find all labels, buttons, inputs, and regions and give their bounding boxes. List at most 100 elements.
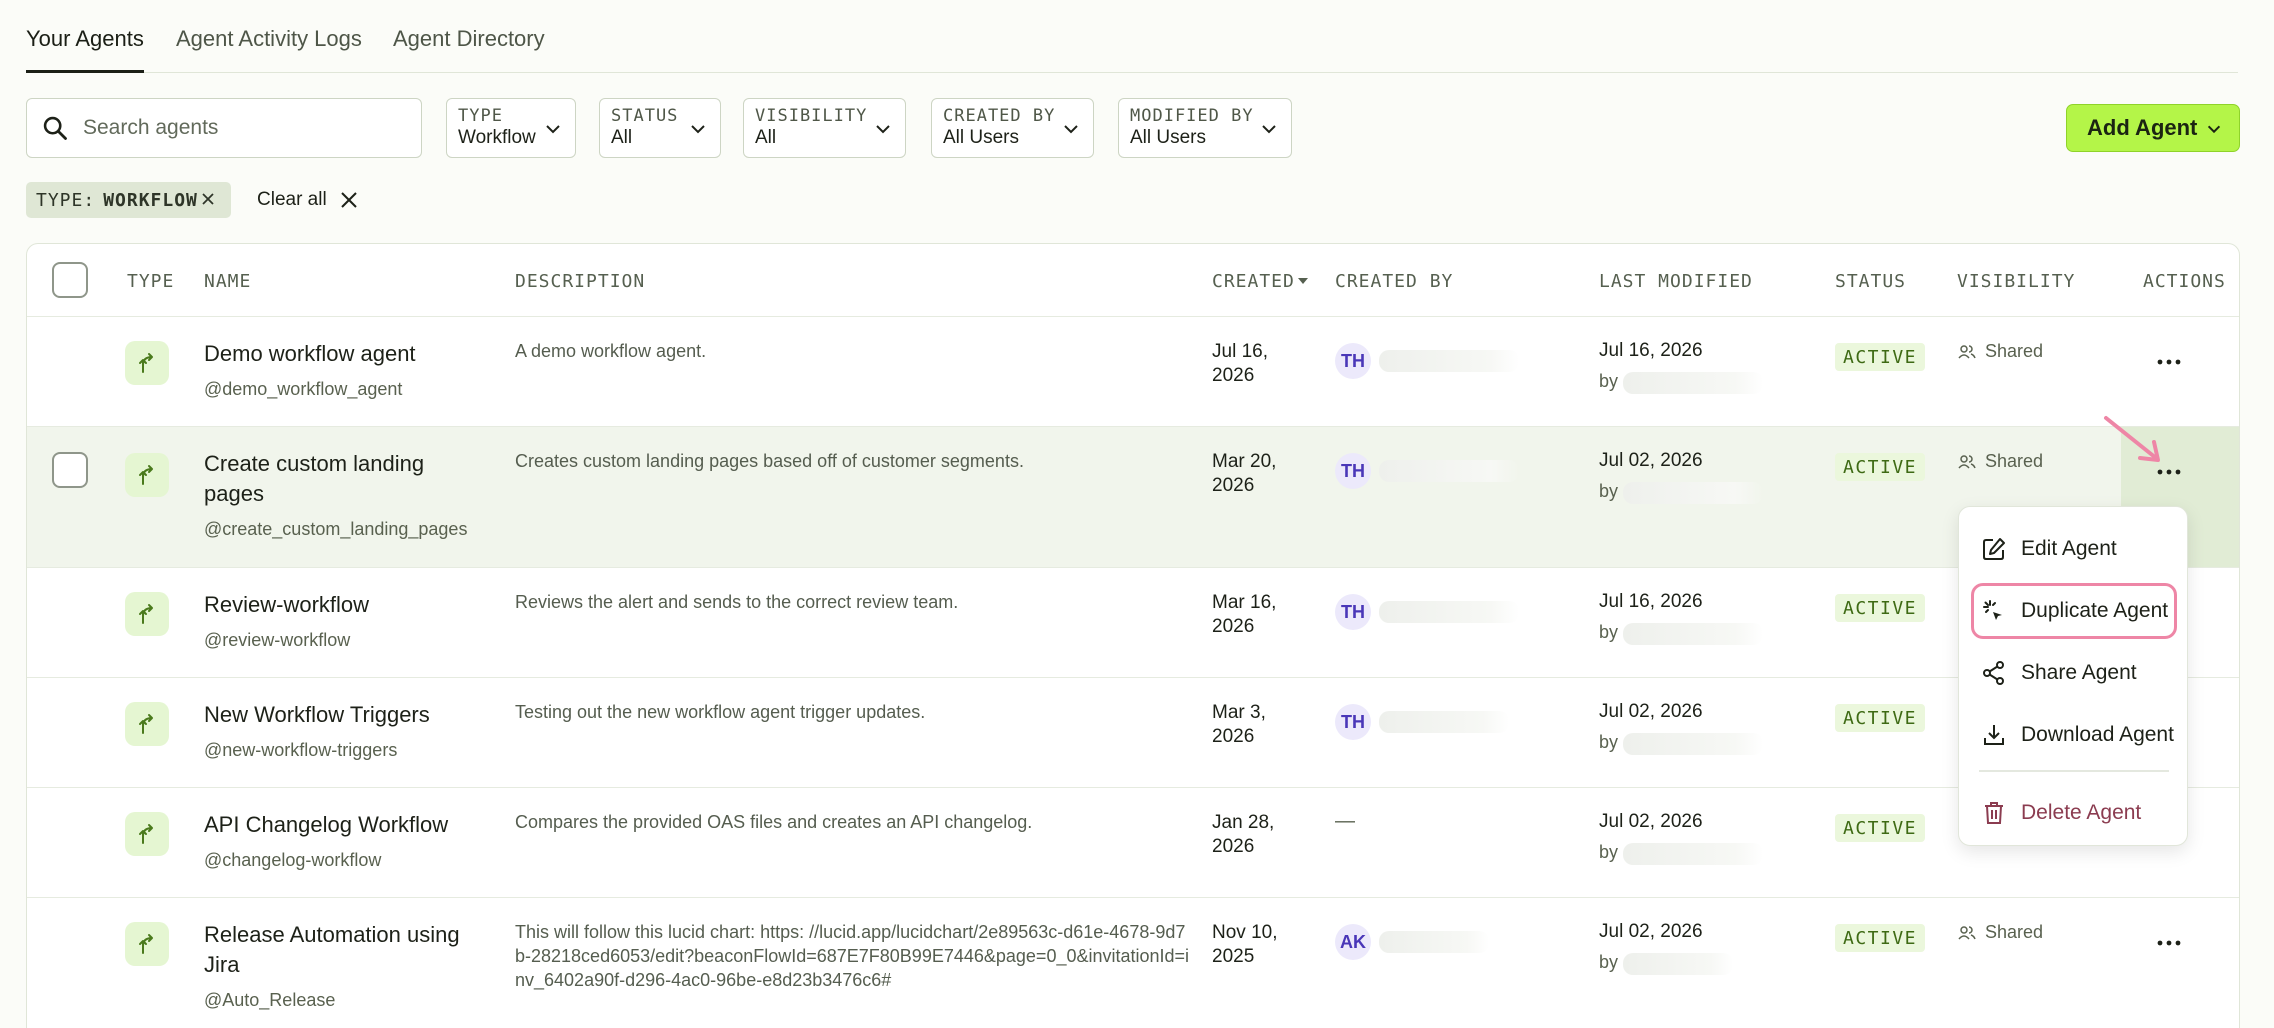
search-box[interactable]	[26, 98, 422, 158]
agent-name[interactable]: Demo workflow agent	[204, 341, 416, 366]
close-icon[interactable]	[201, 192, 215, 206]
menu-share-agent[interactable]: Share Agent	[1971, 645, 2177, 701]
filter-created-by[interactable]: CREATED BY All Users	[931, 98, 1094, 158]
tab-bar: Your Agents Agent Activity Logs Agent Di…	[26, 0, 2238, 73]
tab-agent-directory[interactable]: Agent Directory	[393, 26, 545, 51]
add-agent-label: Add Agent	[2087, 115, 2198, 140]
redacted-name	[1623, 843, 1763, 865]
modified-date: Jul 02, 2026	[1599, 450, 1703, 471]
users-icon	[1958, 925, 1976, 940]
edit-icon	[1983, 538, 2005, 560]
created-year: 2026	[1212, 475, 1255, 496]
redacted-name	[1623, 372, 1763, 394]
tab-your-agents[interactable]: Your Agents	[26, 26, 144, 73]
more-actions-button[interactable]	[2147, 457, 2191, 487]
filter-modified-by[interactable]: MODIFIED BY All Users	[1118, 98, 1292, 158]
created-month-day: Nov 10,	[1212, 922, 1278, 943]
table-row[interactable]: Review-workflow @review-workflow Reviews…	[27, 568, 2239, 678]
created-month-day: Mar 16,	[1212, 592, 1277, 613]
filter-type-label: TYPE	[458, 106, 503, 126]
avatar: AK	[1335, 924, 1371, 960]
close-icon	[340, 192, 357, 208]
agent-description: A demo workflow agent.	[515, 341, 707, 361]
filter-status[interactable]: STATUS All	[599, 98, 721, 158]
redacted-name	[1379, 711, 1509, 733]
menu-edit-agent[interactable]: Edit Agent	[1971, 521, 2177, 577]
visibility-label: Shared	[1985, 451, 2044, 471]
tab-agent-activity-logs[interactable]: Agent Activity Logs	[176, 26, 362, 51]
header-visibility: VISIBILITY	[1957, 271, 2076, 292]
header-last-modified[interactable]: LAST MODIFIED	[1599, 271, 1753, 292]
agent-name[interactable]: API Changelog Workflow	[204, 812, 449, 837]
search-input[interactable]	[83, 116, 403, 140]
more-actions-button[interactable]	[2147, 347, 2191, 377]
created-month-day: Jan 28,	[1212, 812, 1275, 833]
created-month-day: Mar 3,	[1212, 702, 1266, 723]
workflow-icon	[125, 453, 169, 497]
chevron-down-icon	[546, 125, 560, 134]
filter-visibility-value: All	[755, 127, 777, 148]
header-type: TYPE	[127, 271, 175, 292]
agent-name[interactable]: New Workflow Triggers	[204, 702, 430, 727]
menu-edit-agent-label: Edit Agent	[2021, 537, 2117, 560]
agent-name[interactable]: Create custom landing pages	[204, 451, 425, 506]
more-actions-button[interactable]	[2147, 928, 2191, 958]
agent-name[interactable]: Release Automation using Jira	[204, 922, 460, 977]
select-all-checkbox[interactable]	[52, 262, 88, 298]
agent-description: Reviews the alert and sends to the corre…	[515, 592, 959, 612]
chevron-down-icon	[2207, 125, 2221, 134]
menu-share-agent-label: Share Agent	[2021, 661, 2137, 684]
workflow-icon	[125, 341, 169, 385]
redacted-name	[1379, 931, 1489, 953]
agent-actions-menu: Edit Agent Duplicate Agent Share Agent D…	[1958, 506, 2188, 846]
chevron-down-icon	[1262, 125, 1276, 134]
visibility-label: Shared	[1985, 922, 2044, 942]
created-date: Mar 20, 2026	[1212, 450, 1276, 498]
download-icon	[1984, 725, 2004, 745]
menu-delete-agent-label: Delete Agent	[2021, 801, 2142, 824]
trash-icon	[1985, 802, 2003, 824]
users-icon	[1958, 344, 1976, 359]
filter-created-by-label: CREATED BY	[943, 106, 1056, 126]
created-date: Jan 28, 2026	[1212, 811, 1274, 859]
table-row[interactable]: Demo workflow agent @demo_workflow_agent…	[27, 317, 2239, 427]
table-row[interactable]: Release Automation using Jira @Auto_Rele…	[27, 898, 2239, 1028]
row-checkbox[interactable]	[52, 452, 88, 488]
visibility: Shared	[1957, 341, 2043, 362]
status-badge: ACTIVE	[1835, 704, 1926, 732]
active-filter-chip: TYPE: WORKFLOW	[26, 182, 231, 218]
agent-name[interactable]: Review-workflow	[204, 592, 370, 617]
chevron-down-icon	[691, 125, 705, 134]
filter-modified-by-value: All Users	[1130, 127, 1207, 148]
header-name[interactable]: NAME	[204, 271, 252, 292]
add-agent-button[interactable]: Add Agent	[2066, 104, 2240, 152]
filter-status-label: STATUS	[611, 106, 679, 126]
table-header: TYPE NAME DESCRIPTION CREATED CREATED BY…	[27, 244, 2239, 317]
clear-all-button[interactable]: Clear all	[257, 182, 359, 218]
filter-visibility[interactable]: VISIBILITY All	[743, 98, 906, 158]
menu-download-agent[interactable]: Download Agent	[1971, 707, 2177, 763]
workflow-icon	[125, 812, 169, 856]
modified-by: by	[1599, 481, 1619, 501]
avatar: TH	[1335, 594, 1371, 630]
ellipsis-icon	[2157, 359, 2181, 365]
visibility: Shared	[1957, 922, 2043, 943]
table-row[interactable]: API Changelog Workflow @changelog-workfl…	[27, 788, 2239, 898]
table-row[interactable]: Create custom landing pages @create_cust…	[27, 427, 2239, 568]
pointer-arrow-icon	[2104, 416, 2160, 462]
menu-delete-agent[interactable]: Delete Agent	[1971, 785, 2177, 841]
menu-duplicate-agent[interactable]: Duplicate Agent	[1971, 583, 2177, 639]
modified-date: Jul 16, 2026	[1599, 591, 1703, 612]
agent-description: This will follow this lucid chart: https…	[515, 922, 1190, 990]
table-row[interactable]: New Workflow Triggers @new-workflow-trig…	[27, 678, 2239, 788]
redacted-name	[1623, 733, 1763, 755]
header-created[interactable]: CREATED	[1212, 271, 1309, 292]
agent-handle: @Auto_Release	[204, 990, 336, 1010]
filter-type[interactable]: TYPE Workflow	[446, 98, 576, 158]
header-description: DESCRIPTION	[515, 271, 646, 292]
created-date: Nov 10, 2025	[1212, 921, 1277, 969]
agent-description: Creates custom landing pages based off o…	[515, 451, 1024, 471]
filter-type-value: Workflow	[458, 127, 536, 148]
created-year: 2026	[1212, 365, 1255, 386]
workflow-icon	[125, 702, 169, 746]
